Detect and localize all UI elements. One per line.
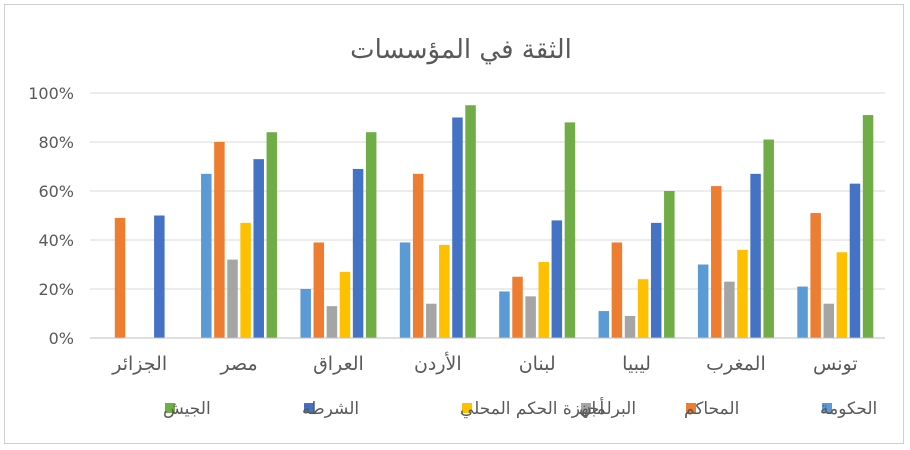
bar [266, 132, 278, 338]
category-labels: تونس المغرب ليبيا لبنان الأردن العراق مصر الجزا… [111, 352, 857, 375]
bar [313, 242, 325, 338]
chart-title: الثقة في المؤسسات [350, 35, 572, 65]
bar [525, 296, 536, 338]
bar [810, 213, 821, 338]
x-category-label: العراق [313, 353, 364, 375]
legend-swatch [462, 403, 472, 413]
bar [154, 215, 165, 338]
x-category-label: لبنان [519, 353, 556, 375]
x-category-label: الجزائر [111, 353, 167, 375]
bar [365, 132, 377, 338]
legend-label: الحكومة [820, 399, 877, 419]
bar [240, 222, 251, 338]
legend-swatch [581, 403, 591, 413]
bar [352, 168, 364, 338]
bar [611, 242, 623, 338]
bar [624, 315, 636, 338]
legend-label: الجيش [163, 399, 211, 419]
bar [836, 252, 848, 338]
bar [399, 242, 411, 338]
y-axis-ticks: 0% 20% 40% 60% 80% 100% [28, 84, 74, 348]
legend-swatch [686, 403, 696, 413]
bar [412, 173, 424, 338]
y-tick-label: 40% [38, 231, 74, 250]
x-category-label: ليبيا [622, 353, 651, 375]
bar [598, 311, 610, 338]
legend-label: المحاكم [684, 399, 739, 419]
bar [452, 117, 463, 338]
bar [426, 303, 437, 338]
bar [750, 173, 761, 338]
bar [538, 262, 549, 338]
bars [114, 105, 874, 339]
x-category-label: المغرب [706, 353, 766, 375]
legend-swatch [304, 403, 314, 413]
legend-swatch [165, 403, 175, 413]
bar [300, 289, 311, 338]
bar [465, 105, 476, 338]
x-category-label: الأردن [414, 352, 462, 375]
bar [339, 271, 351, 338]
y-tick-label: 20% [38, 280, 74, 299]
y-tick-label: 60% [38, 182, 74, 201]
legend-swatch [822, 403, 832, 413]
y-tick-label: 0% [49, 329, 74, 348]
bar [637, 279, 649, 338]
bar [227, 259, 238, 338]
y-tick-label: 100% [28, 84, 74, 103]
bar [512, 276, 523, 338]
bar [499, 291, 510, 338]
bar [253, 159, 264, 338]
bar [763, 139, 774, 338]
bar [697, 264, 709, 338]
bar [849, 183, 861, 338]
bar [326, 306, 338, 338]
bar [862, 115, 874, 338]
bar [664, 191, 675, 338]
y-tick-label: 80% [38, 133, 74, 152]
bar [214, 142, 225, 338]
x-category-label: تونس [813, 353, 858, 375]
bar [711, 186, 722, 338]
x-category-label: مصر [219, 353, 257, 375]
legend-label: أجهزة الحكم المحلي [460, 397, 604, 419]
bar [114, 217, 126, 338]
bar [650, 222, 662, 338]
bar [737, 249, 748, 338]
bar [439, 244, 450, 338]
bar [724, 281, 735, 338]
legend-label: الشرطة [302, 399, 359, 419]
bar [797, 286, 808, 338]
bar [551, 220, 563, 338]
legend-label: البرلمان [579, 399, 636, 419]
bar [823, 303, 835, 338]
bar [564, 122, 576, 339]
bar [201, 173, 212, 338]
